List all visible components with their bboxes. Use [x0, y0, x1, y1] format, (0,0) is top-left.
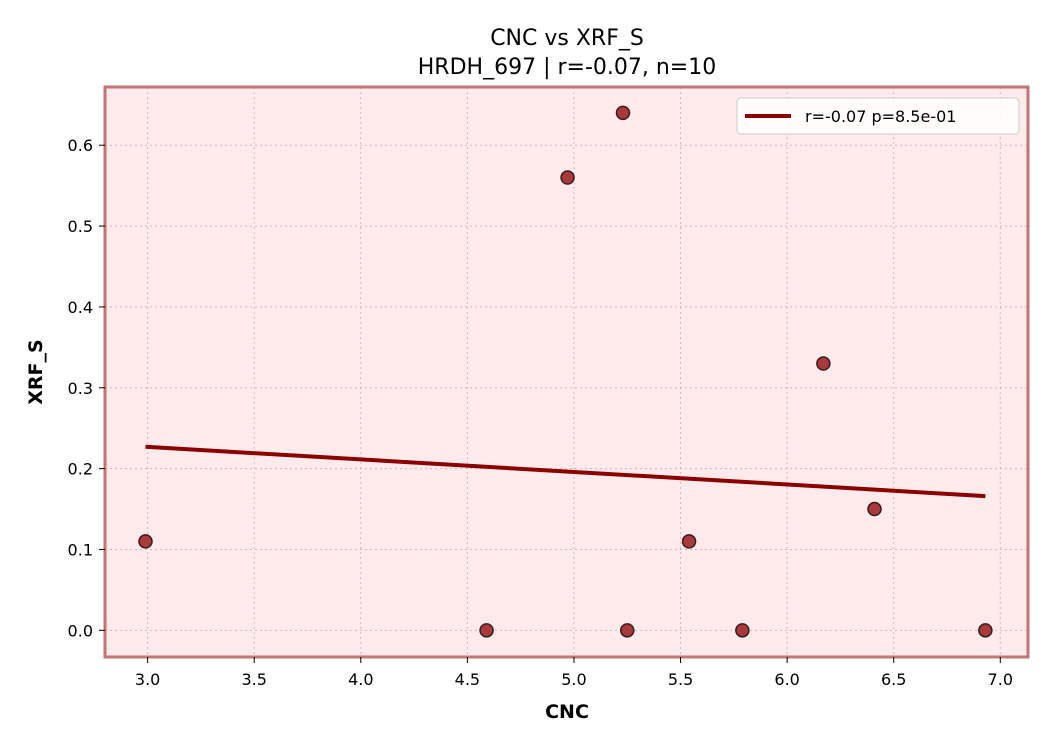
- chart-subtitle: HRDH_697 | r=-0.07, n=10: [418, 55, 716, 80]
- y-tick-label: 0.1: [68, 540, 93, 559]
- x-tick-label: 4.0: [348, 670, 373, 689]
- x-tick-label: 3.5: [241, 670, 266, 689]
- x-axis-label: CNC: [545, 701, 589, 723]
- fit-line-layer: [145, 444, 986, 499]
- data-point: [978, 623, 993, 638]
- grid: [105, 87, 1028, 657]
- x-tick-label: 5.5: [668, 670, 693, 689]
- x-tick-label: 7.0: [988, 670, 1013, 689]
- data-point: [681, 534, 697, 549]
- plot-frame: [103, 85, 1030, 659]
- x-tick-label: 4.5: [455, 670, 480, 689]
- y-axis-ticks: 0.0 0.1 0.2 0.3 0.4 0.5 0.6: [68, 136, 105, 640]
- y-axis-label: XRF_S: [25, 339, 47, 404]
- y-tick-label: 0.0: [68, 621, 93, 640]
- legend-box: [736, 97, 1020, 135]
- y-tick-label: 0.5: [68, 217, 93, 236]
- data-point: [620, 623, 635, 638]
- data-point: [867, 501, 882, 517]
- chart-title: CNC vs XRF_S: [490, 26, 644, 51]
- y-tick-label: 0.3: [68, 379, 93, 398]
- y-tick-label: 0.4: [68, 298, 93, 317]
- data-point: [615, 105, 631, 121]
- regression-line: [145, 444, 986, 499]
- x-tick-label: 5.0: [561, 670, 586, 689]
- data-point: [735, 623, 750, 638]
- x-tick-label: 6.0: [774, 670, 799, 689]
- data-point: [479, 623, 494, 638]
- y-tick-label: 0.6: [68, 136, 93, 155]
- data-point: [560, 170, 575, 185]
- data-points: [138, 105, 993, 638]
- y-tick-label: 0.2: [68, 460, 93, 479]
- legend: r=-0.07 p=8.5e-01: [736, 97, 1020, 135]
- data-point: [816, 356, 831, 371]
- x-tick-label: 3.0: [135, 670, 160, 689]
- data-point: [138, 534, 153, 549]
- x-axis-ticks: 3.0 3.5 4.0 4.5 5.0 5.5 6.0 6.5 7.0: [135, 657, 1013, 689]
- x-tick-label: 6.5: [881, 670, 906, 689]
- legend-entry-fit: r=-0.07 p=8.5e-01: [805, 107, 956, 126]
